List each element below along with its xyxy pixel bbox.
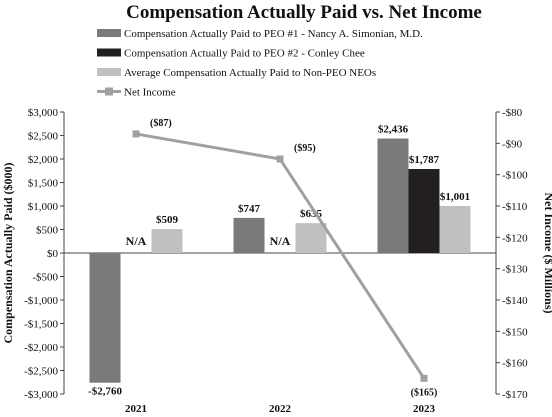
legend-label-2: Compensation Actually Paid to PEO #2 - C… (124, 48, 365, 60)
net-income-marker-2021 (132, 130, 140, 138)
y2-tick-label: -$160 (502, 358, 528, 370)
bar-na-label: N/A (270, 234, 291, 248)
bar-series-2-2023 (408, 169, 440, 253)
y-tick-label: $500 (36, 225, 59, 237)
legend: Compensation Actually Paid to PEO #1 - N… (97, 28, 423, 99)
y-tick-label: -$2,500 (24, 366, 58, 378)
bar-data-label: $2,436 (378, 124, 409, 136)
bar-series-3-2021 (151, 229, 183, 253)
y-axis-title: Compensation Actually Paid ($000) (1, 162, 15, 343)
bar-data-label: $1,001 (440, 191, 470, 203)
y2-tick-label: -$130 (502, 264, 528, 276)
y-tick-label: -$500 (32, 272, 58, 284)
bar-data-label: $1,787 (409, 154, 440, 166)
y2-tick-label: -$80 (502, 107, 523, 119)
legend-label-4: Net Income (124, 87, 176, 99)
left-axis-ticks: $3,000 $2,500 $2,000 $1,500 $1,000 $500 $0 -$50… (24, 107, 64, 401)
y-tick-label: $2,500 (28, 131, 59, 143)
y2-tick-label: -$100 (502, 170, 528, 182)
y-tick-label: -$1,000 (24, 295, 58, 307)
y-tick-label: $0 (47, 248, 59, 260)
bar-series-1-2023 (377, 138, 409, 253)
chart-title: Compensation Actually Paid vs. Net Incom… (126, 2, 482, 23)
y-tick-label: -$2,000 (24, 342, 58, 354)
bar-series-3-2023 (439, 205, 471, 253)
net-income-data-label: ($95) (294, 143, 316, 154)
y-tick-label: -$3,000 (24, 389, 58, 401)
y-tick-label: $1,000 (28, 201, 59, 213)
legend-swatch-marker (105, 87, 113, 96)
net-income-marker-2023 (420, 374, 428, 382)
category-label-2023: 2023 (413, 403, 436, 415)
net-income-series: ($87) ($95) ($165) (132, 118, 438, 398)
bar-series-3-2022 (295, 223, 327, 253)
category-label-2021: 2021 (125, 403, 147, 415)
y-tick-label: $1,500 (28, 178, 59, 190)
y2-tick-label: -$140 (502, 295, 528, 307)
bar-data-label: -$2,760 (88, 386, 122, 398)
legend-label-1: Compensation Actually Paid to PEO #1 - N… (124, 28, 423, 40)
bar-na-label: N/A (126, 234, 147, 248)
y-tick-label: $3,000 (28, 107, 59, 119)
x-axis-categories: 2021 2022 2023 (125, 403, 436, 415)
net-income-data-label: ($87) (150, 118, 172, 129)
y-tick-label: $2,000 (28, 154, 59, 166)
y2-axis-title: Net Income ($ Millions) (542, 193, 552, 314)
y-tick-label: -$1,500 (24, 319, 58, 331)
bar-data-label: $747 (238, 203, 261, 215)
net-income-marker-2022 (276, 155, 284, 163)
legend-swatch-3 (97, 68, 121, 76)
legend-swatch-2 (97, 48, 121, 57)
bar-series-1-2021 (89, 253, 121, 383)
bar-series (89, 138, 471, 383)
y2-tick-label: -$110 (502, 201, 528, 213)
bar-data-label: $509 (156, 214, 179, 226)
legend-label-3: Average Compensation Actually Paid to No… (124, 67, 376, 79)
category-label-2022: 2022 (269, 403, 292, 415)
y2-tick-label: -$150 (502, 326, 528, 338)
y2-tick-label: -$90 (502, 138, 523, 150)
right-axis-ticks: -$80 -$90 -$100 -$110 -$120 -$130 -$140 -$150 -$… (496, 107, 528, 401)
y2-tick-label: -$170 (502, 389, 528, 401)
y2-tick-label: -$120 (502, 232, 528, 244)
legend-swatch-1 (97, 29, 121, 37)
bar-series-1-2022 (233, 217, 265, 253)
net-income-data-label: ($165) (411, 387, 438, 398)
